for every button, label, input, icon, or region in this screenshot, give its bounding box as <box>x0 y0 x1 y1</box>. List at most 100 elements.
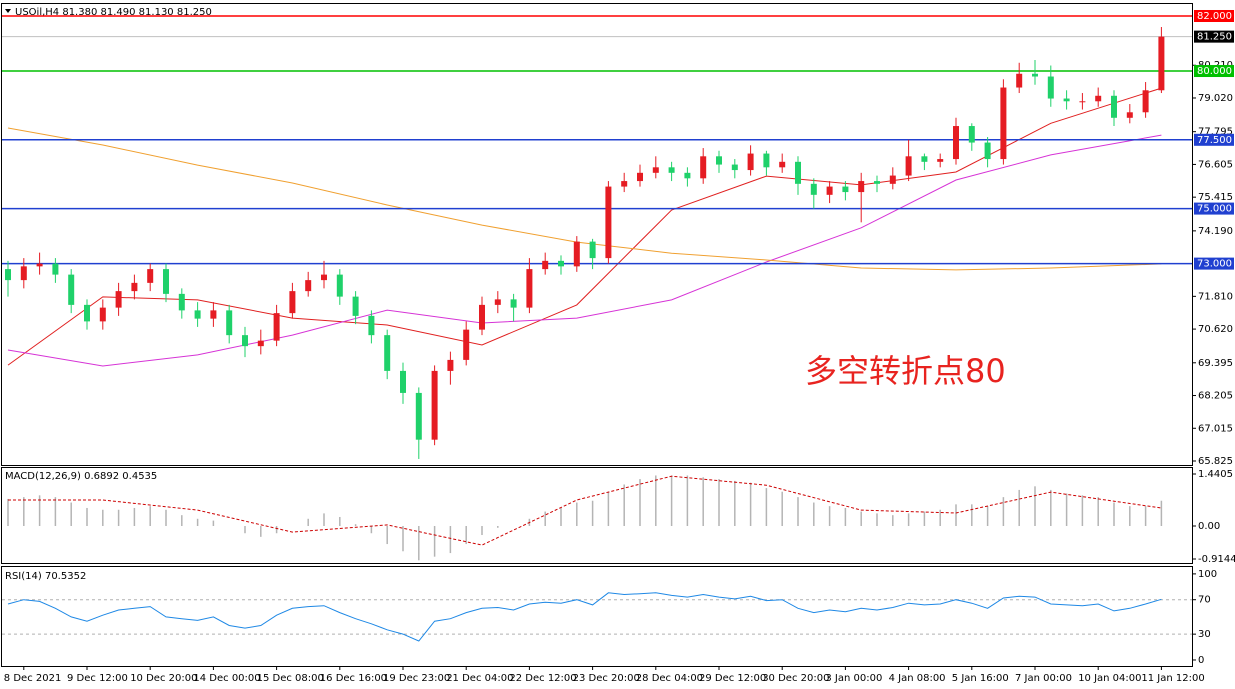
annotation: 多空转折点80 <box>805 352 1006 390</box>
candle-body <box>842 186 849 193</box>
macd-panel <box>1 467 1193 564</box>
y-tick-label: 79.020 <box>1198 93 1233 104</box>
line <box>7 134 1162 367</box>
candle-body <box>226 310 233 336</box>
macd-bar <box>38 495 41 527</box>
y-tick-label: 68.205 <box>1198 391 1233 402</box>
candle-body <box>289 291 296 314</box>
rsi-panel <box>1 566 1193 667</box>
macd-bar <box>481 526 483 536</box>
y-tick-label: 67.015 <box>1198 423 1233 434</box>
macd-bar <box>149 506 151 527</box>
candle-body <box>68 274 75 305</box>
y-tick-label: 65.825 <box>1198 456 1233 467</box>
macd-title: MACD(12,26,9) 0.6892 0.4535 <box>5 471 157 482</box>
macd-bar <box>339 516 341 527</box>
candle-body <box>447 359 454 371</box>
macd-bar <box>354 524 357 527</box>
macd-bar <box>718 479 720 527</box>
candle-body <box>874 181 880 184</box>
macd-bar <box>117 509 120 527</box>
y-tick-label: 76.605 <box>1198 159 1233 170</box>
y-tick-label: 70.620 <box>1198 324 1233 335</box>
line <box>7 87 1162 366</box>
candle-body <box>242 335 248 347</box>
level-tag <box>1194 202 1234 215</box>
macd-bar <box>1065 493 1068 527</box>
x-tick-label: 4 Jan 08:00 <box>889 673 946 684</box>
macd-bar <box>165 509 167 527</box>
x-tick-label: 5 Jan 16:00 <box>952 673 1009 684</box>
y-tick-label: 74.190 <box>1198 226 1233 237</box>
macd-bar <box>639 479 641 527</box>
macd-bar <box>1081 495 1084 527</box>
macd-bar <box>781 491 783 527</box>
macd-bar <box>1144 506 1147 527</box>
macd-bar <box>1034 486 1036 527</box>
macd-bar <box>860 511 862 527</box>
candle-body <box>558 260 564 267</box>
candle-body <box>1063 98 1070 102</box>
macd-bar <box>1129 506 1131 527</box>
candle-body <box>1079 101 1086 103</box>
macd-bar <box>844 507 847 527</box>
x-tick-label: 21 Dec 04:00 <box>446 673 513 684</box>
macd-bar <box>1097 497 1099 527</box>
macd-bar <box>370 526 373 534</box>
y-tick-label: 75.415 <box>1198 192 1233 203</box>
candle-body <box>795 161 801 184</box>
x-tick-label: 10 Dec 20:00 <box>130 673 197 684</box>
y-tick-label: 69.395 <box>1198 358 1233 369</box>
macd-bar <box>86 507 88 527</box>
macd-bar <box>765 488 768 527</box>
macd-bar <box>607 491 610 527</box>
last-price-tag <box>1194 30 1234 43</box>
candle-body <box>1047 76 1054 99</box>
x-tick-label: 30 Dec 20:00 <box>762 673 829 684</box>
macd-bar <box>986 506 989 527</box>
x-tick-label: 23 Dec 20:00 <box>573 673 640 684</box>
macd-bar <box>971 504 973 527</box>
macd-bar <box>23 497 25 527</box>
candle-body <box>526 269 533 308</box>
candle-body <box>415 392 422 440</box>
y-tick-label: 100 <box>1198 569 1217 580</box>
candle-body <box>779 161 786 168</box>
macd-bar <box>892 515 894 527</box>
candle-body <box>605 186 612 259</box>
candle-body <box>700 156 707 179</box>
candle-body <box>178 293 185 311</box>
macd-bar <box>244 526 246 534</box>
level-tag <box>1194 65 1234 78</box>
candle-body <box>1032 73 1038 77</box>
candle-body <box>747 153 754 171</box>
macd-bar <box>686 475 689 527</box>
candle-body <box>147 269 154 283</box>
macd-bar <box>449 526 452 554</box>
candle-body <box>652 167 659 173</box>
macd-bar <box>670 475 673 527</box>
macd-bar <box>939 509 941 527</box>
candle-body <box>305 280 312 292</box>
macd-bar <box>1160 500 1163 527</box>
candle-body <box>257 340 264 347</box>
macd-bar <box>54 497 57 527</box>
line <box>7 592 1162 642</box>
x-tick-label: 29 Dec 12:00 <box>699 673 766 684</box>
macd-bar <box>907 513 910 527</box>
macd-bar <box>1018 489 1020 527</box>
line <box>8 475 1162 546</box>
candle-body <box>858 181 865 193</box>
x-tick-label: 19 Dec 23:00 <box>383 673 450 684</box>
macd-bar <box>749 482 752 527</box>
x-tick-label: 10 Jan 04:00 <box>1078 673 1141 684</box>
level-tag <box>1194 257 1234 270</box>
candle-body <box>889 175 896 184</box>
macd-bar <box>133 507 136 527</box>
level-tag <box>1194 133 1234 146</box>
candle-body <box>637 172 643 182</box>
macd-bar <box>1113 502 1115 527</box>
x-tick-label: 15 Dec 08:00 <box>257 673 324 684</box>
candle-body <box>352 296 359 316</box>
macd-bar <box>876 513 878 527</box>
